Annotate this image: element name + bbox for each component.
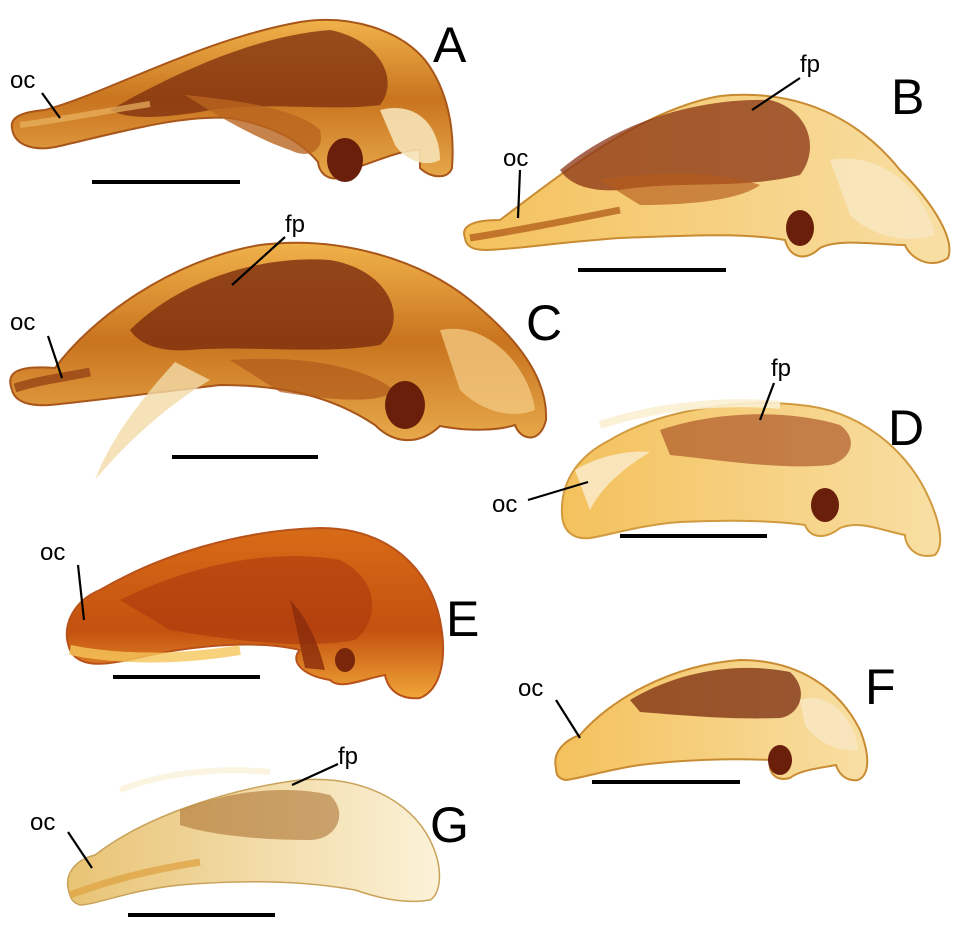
- specimen-g: [66, 767, 441, 906]
- label-g-oc: oc: [30, 809, 55, 836]
- label-d-fp: fp: [771, 355, 791, 382]
- leader-b-oc: [516, 169, 522, 219]
- panel-letter-f: F: [865, 659, 896, 715]
- specimen-a: [10, 18, 454, 182]
- panel-letter-c: C: [526, 295, 562, 351]
- label-d-oc: oc: [492, 491, 517, 518]
- label-c-oc: oc: [10, 309, 35, 336]
- panel-letter-e: E: [446, 591, 479, 647]
- leader-c-oc: [46, 335, 64, 379]
- leader-d-fp: [758, 382, 776, 421]
- label-a-oc: oc: [10, 67, 35, 94]
- specimen-e: [65, 526, 444, 700]
- specimen-c: [9, 241, 548, 480]
- panel-letter-a: A: [433, 17, 467, 73]
- leader-g-oc: [67, 831, 93, 869]
- leader-a-oc: [41, 92, 61, 119]
- specimen-f: [554, 658, 869, 782]
- leader-f-oc: [555, 699, 581, 739]
- leader-b-fp: [751, 77, 801, 111]
- leader-c-fp: [231, 236, 286, 286]
- specimen-d: [560, 399, 942, 557]
- leader-e-oc: [76, 564, 86, 621]
- specimen-b: [463, 93, 951, 264]
- leader-d-oc: [527, 480, 589, 502]
- panel-letter-g: G: [430, 797, 469, 853]
- label-e-oc: oc: [40, 539, 65, 566]
- leader-g-fp: [291, 762, 339, 787]
- label-b-oc: oc: [503, 145, 528, 172]
- label-b-fp: fp: [800, 51, 820, 78]
- label-c-fp: fp: [285, 211, 305, 238]
- panel-letter-b: B: [891, 69, 924, 125]
- panel-letter-d: D: [888, 400, 924, 456]
- label-g-fp: fp: [338, 743, 358, 770]
- label-f-oc: oc: [518, 675, 543, 702]
